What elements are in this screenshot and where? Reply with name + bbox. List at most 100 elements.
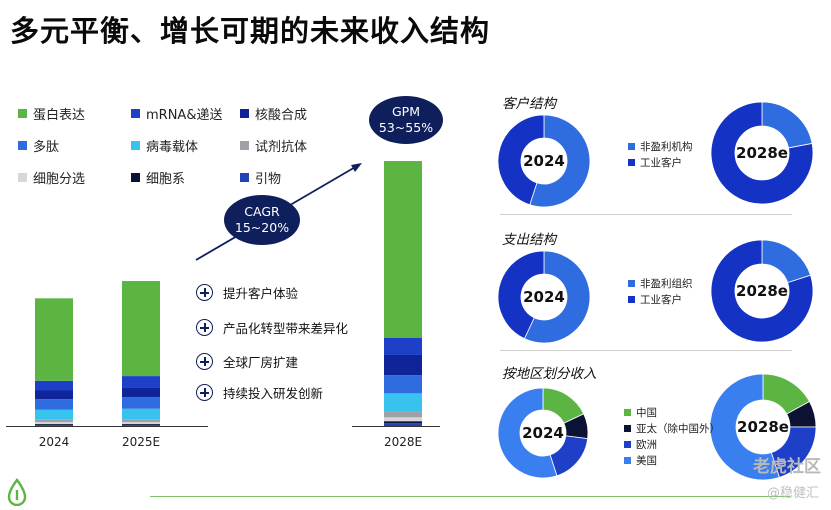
pie-legend-label: 工业客户: [640, 156, 682, 169]
legend-swatch: [18, 173, 27, 182]
initiative-label: 持续投入研发创新: [223, 386, 324, 401]
bar-segment: [384, 337, 422, 355]
customer-legend: 非盈利机构 工业客户: [628, 138, 693, 170]
gpm-bubble: GPM 53~55%: [369, 96, 443, 144]
gpm-value: 53~55%: [378, 120, 434, 135]
donut-hole: [736, 400, 790, 454]
expense-legend: 非盈利组织 工业客户: [628, 275, 693, 307]
donut-center-label: 2028e: [736, 144, 788, 162]
bar-segment: [35, 380, 73, 391]
bar-segment: [35, 298, 73, 381]
donut-hole: [735, 126, 789, 180]
initiative-label: 产品化转型带来差异化: [223, 321, 349, 336]
cagr-bubble: CAGR 15~20%: [224, 195, 300, 245]
legend-swatch: [131, 109, 140, 118]
region-section-title: 按地区划分收入: [502, 366, 597, 382]
legend-item: 病毒载体: [131, 136, 198, 155]
legend-label: 细胞分选: [33, 172, 86, 187]
pie-legend-label: 非盈利组织: [640, 277, 693, 290]
pie-legend-item: 中国: [624, 404, 720, 420]
bar-segment: [122, 408, 160, 420]
divider: [500, 350, 792, 351]
page-title: 多元平衡、增长可期的未来收入结构: [10, 14, 491, 48]
plus-circle-icon: [196, 384, 213, 401]
initiative-label: 全球厂房扩建: [223, 355, 299, 370]
pie-legend-item: 非盈利组织: [628, 275, 693, 291]
divider: [500, 214, 792, 215]
x-tick-label: 2025E: [122, 435, 160, 449]
legend-label: 引物: [255, 172, 282, 187]
watermark: 老虎社区: [753, 457, 821, 477]
bar-segment: [35, 390, 73, 400]
bar-segment: [384, 161, 422, 338]
donut-hole: [735, 264, 789, 318]
legend-swatch: [240, 141, 249, 150]
legend-label: mRNA&递送: [146, 108, 223, 123]
donut-hole: [521, 274, 567, 320]
bar-segment: [35, 399, 73, 410]
pie-slice: [497, 387, 558, 479]
pie-legend-label: 欧洲: [636, 438, 657, 451]
legend-swatch: [18, 141, 27, 150]
legend-label: 多肽: [33, 140, 60, 155]
legend-item: 细胞系: [131, 168, 185, 187]
bar-segment: [35, 424, 73, 426]
legend-swatch: [240, 173, 249, 182]
bar-segment: [122, 422, 160, 425]
donut-hole: [520, 410, 566, 456]
pie-legend-label: 工业客户: [640, 293, 682, 306]
initiative-item: 提升客户体验: [196, 283, 298, 302]
pie-legend-swatch: [624, 456, 631, 464]
pie-legend-item: 欧洲: [624, 436, 720, 452]
legend-swatch: [131, 173, 140, 182]
pie-legend-swatch: [624, 424, 631, 432]
pie-legend-item: 工业客户: [628, 154, 693, 170]
bar-segment: [384, 423, 422, 426]
bar-segment: [122, 397, 160, 409]
plus-circle-icon: [196, 319, 213, 336]
donut-center-label: 2028e: [737, 418, 789, 436]
legend-label: 蛋白表达: [33, 108, 86, 123]
donut-center-label: 2024: [522, 424, 564, 442]
legend-item: mRNA&递送: [131, 104, 222, 123]
legend-item: 引物: [240, 168, 281, 187]
bar-segment: [384, 354, 422, 376]
bar-segment: [122, 376, 160, 388]
bar-segment: [384, 393, 422, 412]
legend-swatch: [131, 141, 140, 150]
bar-segment: [384, 411, 422, 418]
customer-section-title: 客户结构: [502, 96, 556, 112]
pie-legend-item: 美国: [624, 452, 720, 468]
legend-item: 多肽: [18, 136, 59, 155]
footer-divider: [150, 496, 790, 497]
cagr-value: 15~20%: [234, 220, 290, 235]
bar-segment: [122, 281, 160, 377]
initiative-item: 全球厂房扩建: [196, 352, 298, 371]
donut-center-label: 2028e: [736, 282, 788, 300]
legend-label: 细胞系: [146, 172, 186, 187]
cagr-label: CAGR: [244, 204, 280, 219]
initiative-item: 持续投入研发创新: [196, 383, 323, 402]
legend-label: 病毒载体: [146, 140, 199, 155]
bar-segment: [384, 421, 422, 424]
company-logo: [7, 478, 27, 506]
plus-circle-icon: [196, 284, 213, 301]
bar-segment: [35, 409, 73, 420]
pie-legend-swatch: [628, 158, 635, 166]
initiative-label: 提升客户体验: [223, 286, 299, 301]
bar-segment: [384, 417, 422, 422]
plus-circle-icon: [196, 353, 213, 370]
pie-legend-swatch: [628, 279, 635, 287]
x-tick-label: 2024: [39, 435, 70, 449]
legend-item: 细胞分选: [18, 168, 85, 187]
bar-segment: [122, 419, 160, 423]
bar-segment: [384, 375, 422, 394]
legend-swatch: [240, 109, 249, 118]
donut-hole: [521, 138, 567, 184]
pie-legend-swatch: [624, 440, 631, 448]
legend-label: 核酸合成: [255, 108, 308, 123]
legend-item: 核酸合成: [240, 104, 307, 123]
pie-legend-label: 中国: [636, 406, 657, 419]
